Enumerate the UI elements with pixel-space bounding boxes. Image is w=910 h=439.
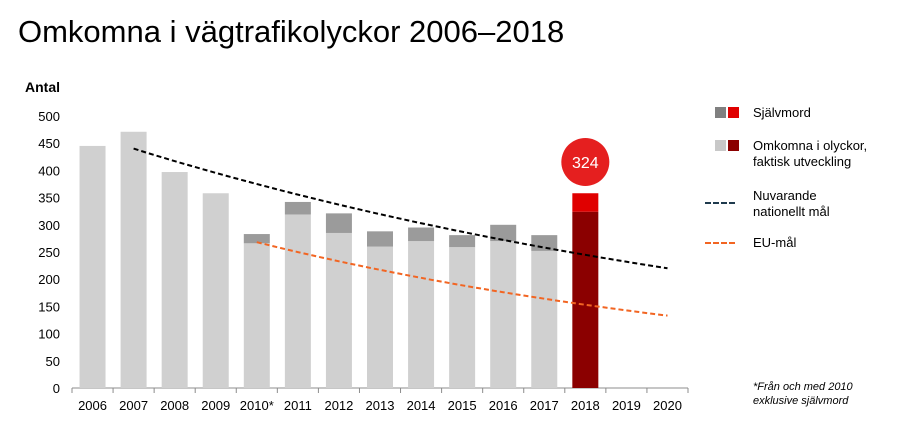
x-tick-label: 2009 [201, 398, 230, 413]
bar-suicide [243, 234, 270, 244]
x-tick-label: 2013 [366, 398, 395, 413]
bar-suicide [367, 231, 393, 247]
x-tick-label: 2019 [612, 398, 641, 413]
x-tick-label: 2007 [119, 398, 148, 413]
x-tick-label: 2010* [240, 398, 274, 413]
callout-circle [561, 138, 610, 186]
legend-line-national [705, 202, 735, 204]
bar-accidents [120, 131, 147, 388]
legend-item-national: Nuvarande nationellt mål [705, 188, 830, 220]
x-tick-label: 2012 [324, 398, 353, 413]
y-tick-label: 250 [38, 245, 60, 260]
legend-label-national-1: Nuvarande [753, 188, 817, 203]
legend-item-accidents: Omkomna i olyckor, faktisk utveckling [705, 138, 867, 170]
x-tick-label: 2015 [448, 398, 477, 413]
footnote: *Från och med 2010 exklusive självmord [753, 380, 853, 408]
bar-accidents [531, 250, 558, 388]
bar-suicide [449, 235, 476, 248]
legend-item-eu: EU-mål [705, 235, 796, 251]
legend-swatch-grey [715, 107, 726, 118]
legend-item-suicide: Självmord [705, 105, 811, 121]
legend-label-accidents-2: faktisk utveckling [753, 154, 852, 169]
bar-suicide [284, 201, 311, 215]
y-tick-label: 400 [38, 163, 60, 178]
bar-suicide [490, 224, 517, 242]
y-tick-label: 50 [46, 354, 60, 369]
bar-suicide [325, 213, 352, 233]
legend-label-suicide: Självmord [753, 105, 811, 120]
legend-label-eu: EU-mål [753, 235, 797, 250]
legend-line-eu [705, 242, 735, 244]
x-tick-label: 2011 [284, 398, 312, 413]
y-tick-label: 150 [38, 299, 60, 314]
bar-accidents [490, 241, 517, 388]
y-tick-label: 350 [38, 191, 60, 206]
y-tick-label: 100 [38, 327, 60, 342]
national-target-line [133, 147, 668, 270]
eu-target-line [256, 241, 668, 317]
x-tick-label: 2006 [78, 398, 107, 413]
footnote-line-2: exklusive självmord [753, 395, 849, 407]
bar-accidents [367, 246, 393, 388]
bar-accidents [243, 243, 270, 388]
bar-accidents [449, 247, 476, 388]
bar-accidents [408, 241, 435, 388]
bar-suicide [531, 235, 558, 251]
bar-suicide [572, 193, 599, 212]
x-tick-label: 2014 [407, 398, 436, 413]
chart-title: Omkomna i vägtrafikolyckor 2006–2018 [18, 14, 565, 49]
legend-swatch-red [728, 107, 739, 118]
x-tick-label: 2018 [571, 398, 600, 413]
footnote-line-1: *Från och med 2010 [753, 381, 853, 393]
bar-accidents [284, 214, 311, 388]
bar-accidents [325, 232, 352, 388]
bar-accidents [572, 211, 599, 388]
y-tick-label: 500 [38, 109, 60, 124]
bar-suicide [408, 227, 435, 242]
legend-swatch-light [715, 140, 726, 151]
y-axis-label: Antal [25, 79, 60, 95]
bar-accidents [161, 172, 188, 388]
x-tick-label: 2008 [160, 398, 189, 413]
legend-label-accidents-1: Omkomna i olyckor, [753, 138, 868, 153]
y-tick-label: 0 [53, 381, 60, 396]
x-tick-label: 2020 [653, 398, 682, 413]
legend-label-national-2: nationellt mål [753, 204, 830, 219]
legend-swatch-dark [728, 140, 739, 151]
callout-label: 324 [572, 155, 599, 172]
bar-accidents [202, 193, 229, 388]
x-tick-label: 2016 [489, 398, 518, 413]
y-tick-label: 450 [38, 136, 60, 151]
y-tick-label: 200 [38, 272, 60, 287]
y-tick-label: 300 [38, 218, 60, 233]
bar-accidents [79, 145, 106, 388]
x-tick-label: 2017 [530, 398, 559, 413]
